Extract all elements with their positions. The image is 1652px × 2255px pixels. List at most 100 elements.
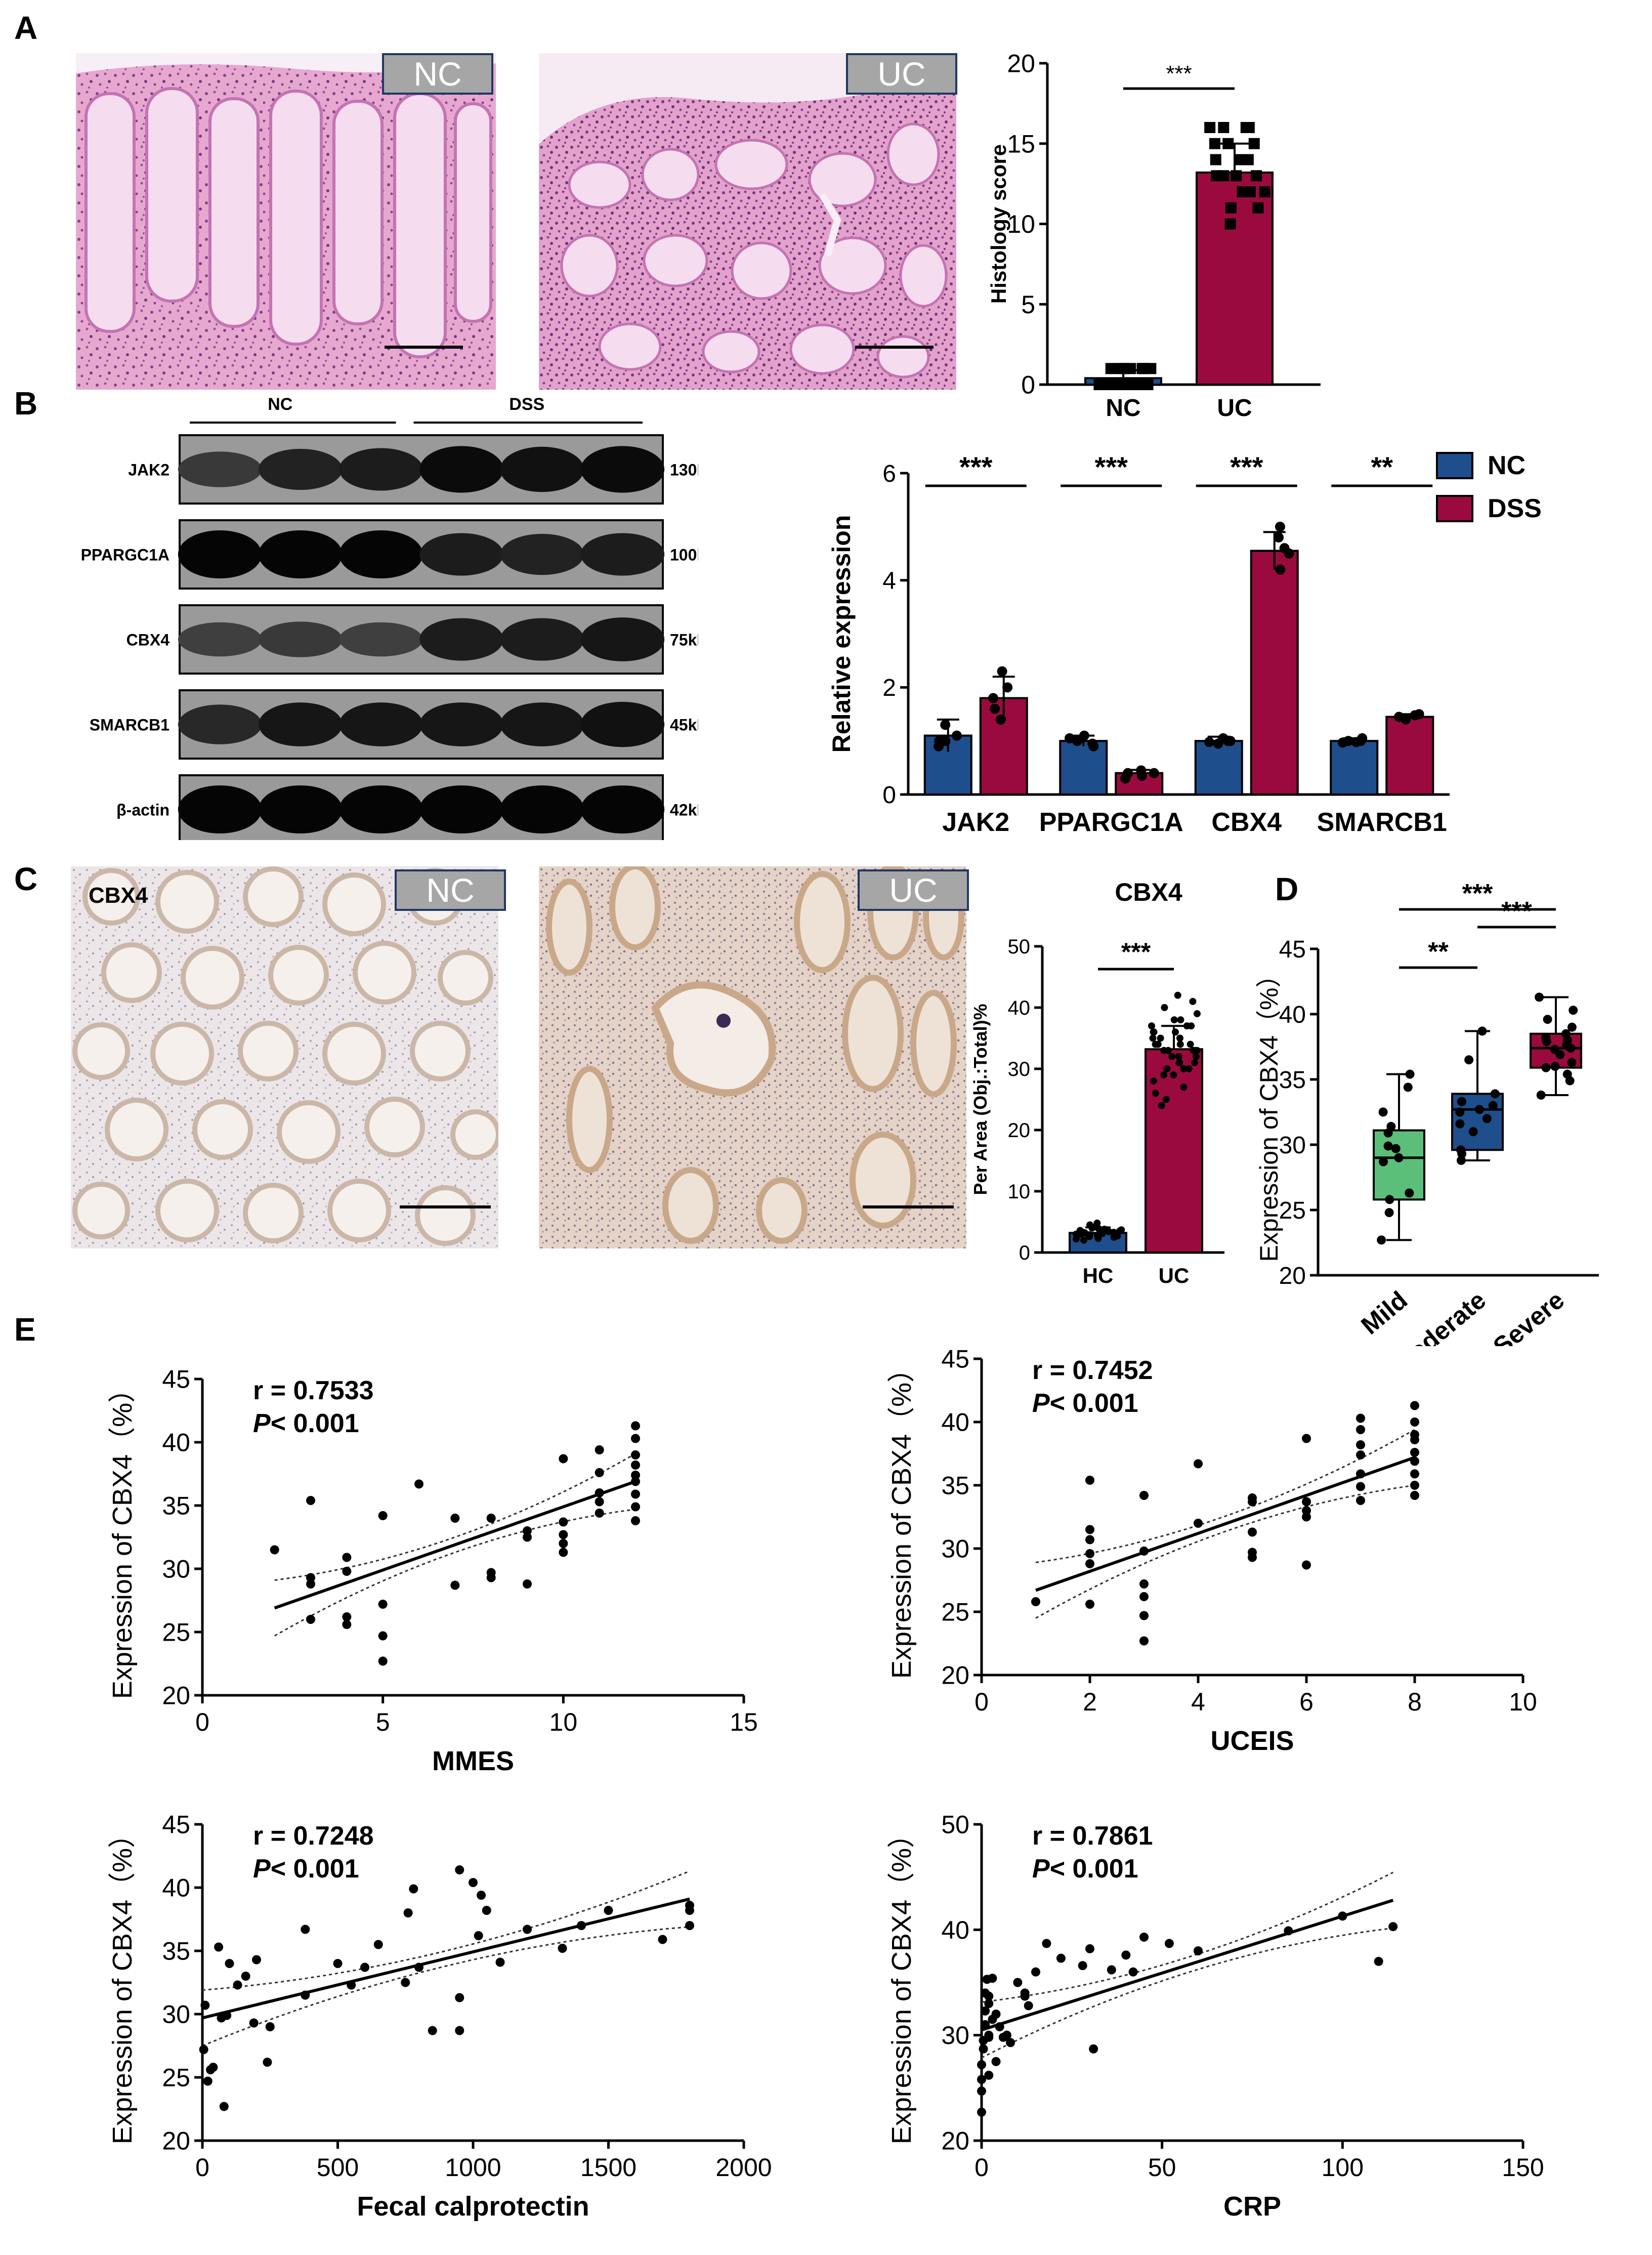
y-tick-label: 40 (162, 1874, 190, 1902)
y-tick-label: 35 (162, 1492, 190, 1520)
data-point (1161, 1004, 1168, 1011)
protein-label: PPARGC1A (81, 546, 170, 564)
data-point (1356, 1413, 1365, 1423)
data-point (1231, 170, 1242, 182)
p-value: < 0.001 (271, 1854, 359, 1884)
data-point (378, 1511, 388, 1520)
y-tick-label: 25 (162, 1618, 190, 1647)
y-tick-label: 35 (162, 1937, 190, 1966)
x-tick-label: PPARGC1A (1039, 808, 1183, 837)
regression-line (202, 1897, 690, 2020)
data-point (559, 1530, 568, 1539)
data-point (1168, 1053, 1176, 1060)
data-point (306, 1579, 315, 1589)
data-point (631, 1434, 640, 1443)
correlation-r: r = 0.7861 (1032, 1821, 1153, 1851)
data-point (1338, 1911, 1347, 1921)
data-point (1275, 521, 1285, 532)
blot-band (258, 785, 343, 833)
data-point (301, 1990, 310, 2000)
data-point (214, 1942, 224, 1952)
data-point (1541, 1033, 1551, 1042)
bar-NC-PPARGC1A (1059, 740, 1108, 796)
data-point (1175, 1059, 1183, 1066)
data-point (1118, 1226, 1125, 1234)
data-point (1085, 1944, 1094, 1953)
correlation-p: P< 0.001 (1032, 1389, 1138, 1418)
data-point (1176, 1040, 1184, 1048)
data-point (1356, 1450, 1365, 1459)
confidence-band-lower (1035, 1484, 1415, 1619)
data-point (595, 1445, 604, 1454)
x-tick-label: JAK2 (942, 808, 1009, 837)
data-point (455, 1993, 464, 2002)
band-size-label: 42kD (670, 801, 698, 819)
data-point (1543, 1015, 1552, 1024)
significance-label: *** (1166, 61, 1192, 86)
y-tick-label: 10 (1008, 1181, 1031, 1203)
data-point (1248, 1493, 1257, 1502)
data-point (1248, 138, 1260, 149)
data-point (1224, 218, 1236, 230)
data-point (1103, 379, 1114, 390)
data-point (559, 1539, 568, 1548)
data-point (1235, 154, 1247, 165)
data-point (1194, 1946, 1203, 1955)
data-point (1394, 1153, 1404, 1162)
x-tick-label: HC (1083, 1264, 1114, 1287)
x-tick-label: 8 (1408, 1688, 1422, 1716)
data-point (342, 1567, 352, 1576)
panel-letter-b: B (14, 385, 38, 422)
y-tick-label: 0 (1019, 1242, 1030, 1264)
data-point (252, 1955, 261, 1965)
y-tick-label: 20 (162, 2127, 190, 2155)
data-point (1088, 741, 1099, 751)
x-tick-label: 2000 (715, 2153, 772, 2182)
data-point (988, 693, 998, 703)
blot-band (178, 451, 262, 487)
correlation-p: P< 0.001 (1032, 1854, 1138, 1884)
data-point (1356, 1496, 1365, 1505)
blot-band (419, 618, 503, 661)
data-point (1248, 1527, 1257, 1537)
y-tick-label: 30 (941, 1535, 969, 1563)
data-point (208, 2063, 218, 2072)
significance-label: *** (1501, 897, 1532, 926)
data-point (1085, 1535, 1094, 1544)
data-point (1152, 1090, 1159, 1097)
y-tick-label: 45 (162, 1365, 190, 1394)
confidence-band-upper (274, 1453, 636, 1581)
data-point (1180, 1083, 1188, 1091)
y-tick-label: 20 (1007, 50, 1035, 78)
mmes-scatter: 20 25 30 35 40 45 Expression of CBX4（%） 0 5 10 15 M… (107, 1365, 758, 1777)
data-point (1105, 363, 1117, 374)
scale-bar (855, 346, 934, 349)
data-point (997, 666, 1007, 677)
data-point (225, 1959, 234, 1968)
data-point (1209, 138, 1220, 149)
x-tick-label: 100 (1322, 2153, 1364, 2182)
x-tick-label: 5 (376, 1708, 390, 1736)
data-point (1210, 154, 1221, 165)
legend-label: NC (1488, 451, 1526, 480)
blot-band (500, 785, 584, 833)
blot-band (178, 622, 262, 657)
data-point (1279, 543, 1290, 554)
data-point (1177, 1016, 1184, 1024)
data-point (1405, 1069, 1415, 1079)
y-tick-label: 50 (1008, 936, 1031, 958)
bar-DSS-CBX4 (1250, 550, 1299, 796)
data-point (1163, 1065, 1171, 1072)
data-point (1477, 1026, 1487, 1036)
correlation-p: P< 0.001 (253, 1854, 359, 1884)
y-tick-label: 45 (162, 1811, 190, 1839)
y-tick-label: 10 (1007, 210, 1035, 238)
blot-band (580, 533, 665, 576)
y-tick-label: 40 (1279, 1001, 1306, 1028)
data-point (1391, 1144, 1401, 1153)
data-point (1455, 1119, 1465, 1129)
data-point (1139, 1491, 1149, 1500)
x-tick-label: 500 (317, 2153, 359, 2182)
data-point (1086, 1221, 1094, 1229)
